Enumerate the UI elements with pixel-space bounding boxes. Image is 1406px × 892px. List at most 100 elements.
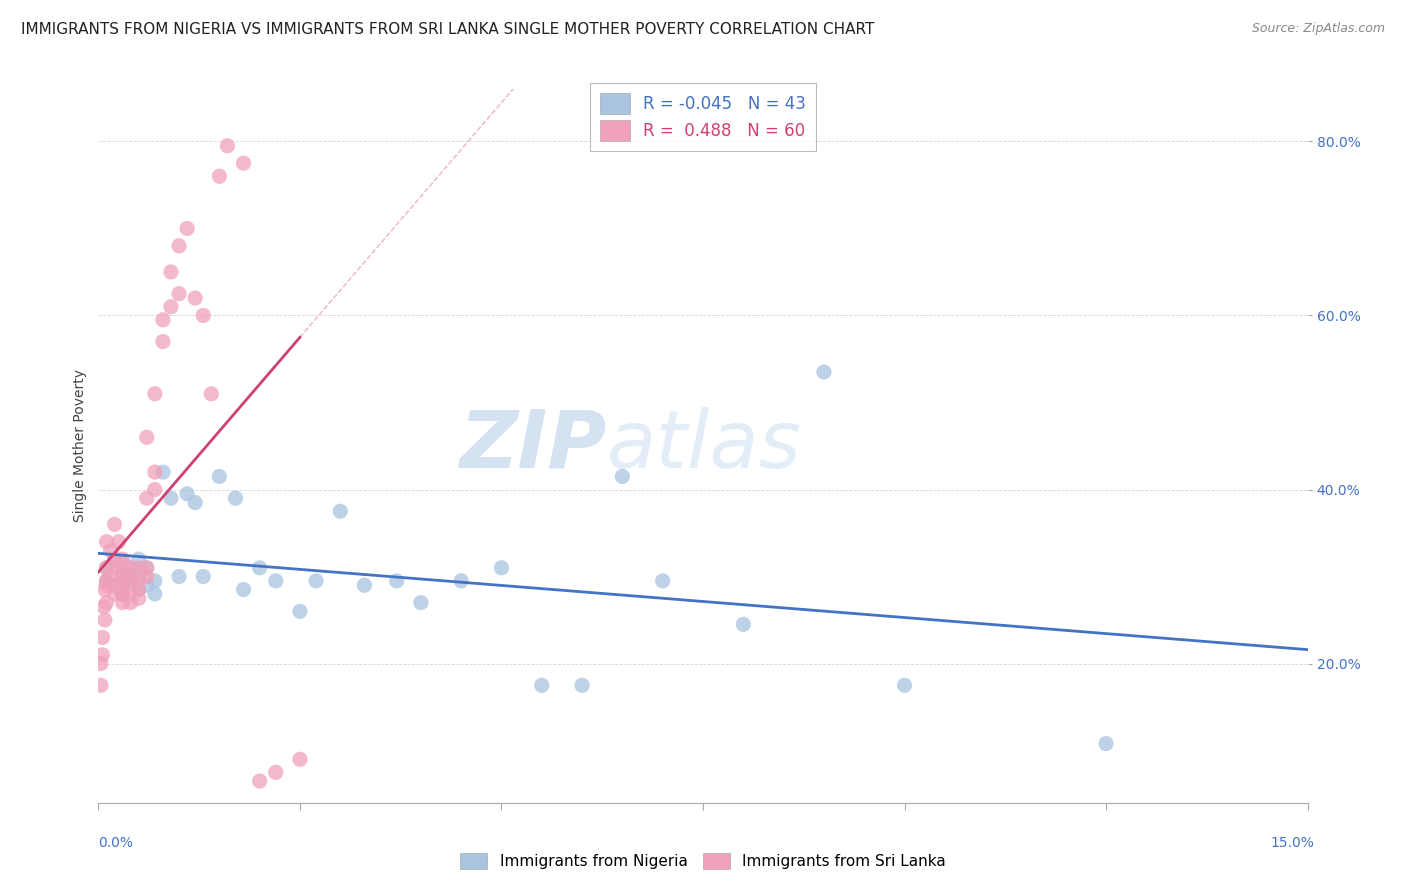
Point [94, 613, 117, 627]
Point [385, 574, 408, 588]
Point [571, 678, 593, 692]
Point [160, 300, 183, 314]
Point [103, 578, 125, 592]
Point [94, 582, 117, 597]
Point [91, 631, 114, 645]
Point [167, 239, 190, 253]
Point [353, 578, 375, 592]
Text: 15.0%: 15.0% [1271, 836, 1315, 850]
Text: Source: ZipAtlas.com: Source: ZipAtlas.com [1251, 22, 1385, 36]
Point [103, 552, 125, 566]
Point [208, 469, 231, 483]
Point [120, 561, 142, 575]
Point [232, 582, 254, 597]
Text: ZIP: ZIP [458, 407, 606, 485]
Point [249, 561, 271, 575]
Point [91, 648, 114, 662]
Point [103, 561, 125, 575]
Point [305, 574, 328, 588]
Point [100, 543, 122, 558]
Point [167, 286, 190, 301]
Point [128, 582, 150, 597]
Point [100, 569, 122, 583]
Point [224, 491, 246, 506]
Point [90, 678, 112, 692]
Point [93, 599, 115, 614]
Point [111, 587, 134, 601]
Point [96, 596, 118, 610]
Point [288, 752, 311, 766]
Point [288, 604, 311, 618]
Point [208, 169, 231, 184]
Point [167, 569, 190, 583]
Point [111, 587, 134, 601]
Point [120, 596, 142, 610]
Point [111, 596, 134, 610]
Point [128, 561, 150, 575]
Point [128, 582, 150, 597]
Point [491, 561, 513, 575]
Text: IMMIGRANTS FROM NIGERIA VS IMMIGRANTS FROM SRI LANKA SINGLE MOTHER POVERTY CORRE: IMMIGRANTS FROM NIGERIA VS IMMIGRANTS FR… [21, 22, 875, 37]
Point [128, 569, 150, 583]
Point [111, 565, 134, 579]
Text: 0.0%: 0.0% [98, 836, 134, 850]
Point [111, 574, 134, 588]
Point [103, 587, 125, 601]
Point [612, 469, 634, 483]
Point [143, 465, 166, 479]
Point [120, 569, 142, 583]
Point [143, 587, 166, 601]
Point [96, 574, 118, 588]
Point [217, 138, 239, 153]
Point [135, 578, 157, 592]
Point [176, 221, 198, 235]
Point [1095, 737, 1118, 751]
Text: atlas: atlas [606, 407, 801, 485]
Point [128, 591, 150, 606]
Point [103, 552, 125, 566]
Point [128, 574, 150, 588]
Point [893, 678, 915, 692]
Point [120, 587, 142, 601]
Point [96, 534, 118, 549]
Point [96, 561, 118, 575]
Point [651, 574, 673, 588]
Point [193, 569, 215, 583]
Point [160, 265, 183, 279]
Point [135, 561, 157, 575]
Point [184, 495, 207, 509]
Point [111, 587, 134, 601]
Point [111, 561, 134, 575]
Point [135, 569, 157, 583]
Legend: Immigrants from Nigeria, Immigrants from Sri Lanka: Immigrants from Nigeria, Immigrants from… [454, 847, 952, 875]
Point [111, 569, 134, 583]
Point [450, 574, 472, 588]
Point [111, 578, 134, 592]
Point [184, 291, 207, 305]
Point [264, 574, 287, 588]
Legend: R = -0.045   N = 43, R =  0.488   N = 60: R = -0.045 N = 43, R = 0.488 N = 60 [591, 83, 815, 151]
Point [135, 561, 157, 575]
Point [107, 534, 129, 549]
Point [111, 552, 134, 566]
Point [329, 504, 352, 518]
Point [96, 574, 118, 588]
Point [733, 617, 755, 632]
Point [96, 561, 118, 575]
Point [143, 483, 166, 497]
Point [96, 578, 118, 592]
Point [409, 596, 432, 610]
Point [120, 574, 142, 588]
Y-axis label: Single Mother Poverty: Single Mother Poverty [73, 369, 87, 523]
Point [813, 365, 835, 379]
Point [128, 552, 150, 566]
Point [193, 309, 215, 323]
Point [200, 386, 222, 401]
Point [152, 465, 174, 479]
Point [160, 491, 183, 506]
Point [135, 430, 157, 444]
Point [135, 491, 157, 506]
Point [120, 561, 142, 575]
Point [111, 557, 134, 571]
Point [103, 517, 125, 532]
